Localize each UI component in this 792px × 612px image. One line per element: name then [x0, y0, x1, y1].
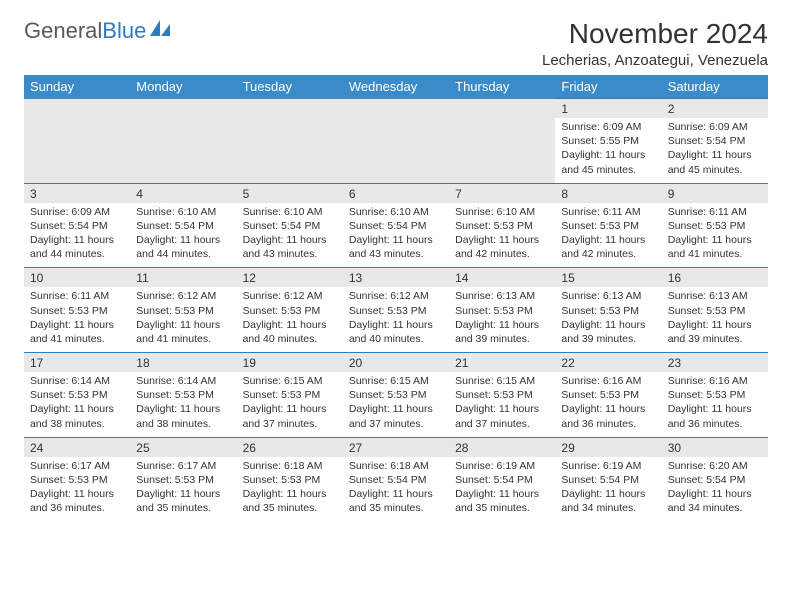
logo-text-part1: General	[24, 18, 102, 44]
day-number-cell: 4	[130, 183, 236, 203]
day-number-row: 17181920212223	[24, 353, 768, 373]
month-title: November 2024	[542, 18, 768, 50]
day-number-cell: 22	[555, 353, 661, 373]
day-detail-cell: Sunrise: 6:09 AMSunset: 5:54 PMDaylight:…	[662, 118, 768, 183]
day-detail-cell: Sunrise: 6:17 AMSunset: 5:53 PMDaylight:…	[130, 457, 236, 522]
day-number-cell: 10	[24, 268, 130, 288]
day-header: Wednesday	[343, 75, 449, 99]
day-detail-cell: Sunrise: 6:12 AMSunset: 5:53 PMDaylight:…	[130, 287, 236, 352]
day-detail-cell: Sunrise: 6:15 AMSunset: 5:53 PMDaylight:…	[237, 372, 343, 437]
day-number-cell: 6	[343, 183, 449, 203]
day-detail-cell: Sunrise: 6:10 AMSunset: 5:54 PMDaylight:…	[237, 203, 343, 268]
title-block: November 2024 Lecherias, Anzoategui, Ven…	[542, 18, 768, 69]
day-number-cell: 27	[343, 437, 449, 457]
day-number-cell	[449, 99, 555, 119]
day-detail-cell: Sunrise: 6:19 AMSunset: 5:54 PMDaylight:…	[555, 457, 661, 522]
day-detail-cell	[237, 118, 343, 183]
day-number-row: 10111213141516	[24, 268, 768, 288]
day-detail-cell: Sunrise: 6:12 AMSunset: 5:53 PMDaylight:…	[237, 287, 343, 352]
day-detail-cell: Sunrise: 6:11 AMSunset: 5:53 PMDaylight:…	[555, 203, 661, 268]
day-number-row: 12	[24, 99, 768, 119]
day-detail-cell	[343, 118, 449, 183]
day-header-row: SundayMondayTuesdayWednesdayThursdayFrid…	[24, 75, 768, 99]
logo-text-part2: Blue	[102, 18, 146, 44]
day-number-cell: 3	[24, 183, 130, 203]
day-detail-cell: Sunrise: 6:20 AMSunset: 5:54 PMDaylight:…	[662, 457, 768, 522]
day-number-cell	[237, 99, 343, 119]
day-detail-cell: Sunrise: 6:11 AMSunset: 5:53 PMDaylight:…	[662, 203, 768, 268]
day-number-cell: 16	[662, 268, 768, 288]
day-number-cell: 8	[555, 183, 661, 203]
day-header: Tuesday	[237, 75, 343, 99]
day-detail-row: Sunrise: 6:14 AMSunset: 5:53 PMDaylight:…	[24, 372, 768, 437]
day-detail-cell: Sunrise: 6:17 AMSunset: 5:53 PMDaylight:…	[24, 457, 130, 522]
day-detail-row: Sunrise: 6:11 AMSunset: 5:53 PMDaylight:…	[24, 287, 768, 352]
header: GeneralBlue November 2024 Lecherias, Anz…	[24, 18, 768, 69]
location: Lecherias, Anzoategui, Venezuela	[542, 52, 768, 69]
day-number-cell: 1	[555, 99, 661, 119]
day-number-cell: 2	[662, 99, 768, 119]
day-detail-cell: Sunrise: 6:15 AMSunset: 5:53 PMDaylight:…	[343, 372, 449, 437]
day-detail-cell: Sunrise: 6:10 AMSunset: 5:54 PMDaylight:…	[343, 203, 449, 268]
day-number-cell	[130, 99, 236, 119]
day-number-cell: 15	[555, 268, 661, 288]
day-number-cell: 5	[237, 183, 343, 203]
day-detail-cell: Sunrise: 6:11 AMSunset: 5:53 PMDaylight:…	[24, 287, 130, 352]
day-number-cell: 14	[449, 268, 555, 288]
day-number-cell: 26	[237, 437, 343, 457]
day-number-cell: 21	[449, 353, 555, 373]
day-detail-cell: Sunrise: 6:14 AMSunset: 5:53 PMDaylight:…	[130, 372, 236, 437]
day-detail-cell: Sunrise: 6:12 AMSunset: 5:53 PMDaylight:…	[343, 287, 449, 352]
day-number-cell: 20	[343, 353, 449, 373]
calendar-table: SundayMondayTuesdayWednesdayThursdayFrid…	[24, 75, 768, 521]
day-header: Monday	[130, 75, 236, 99]
calendar-body: 12 Sunrise: 6:09 AMSunset: 5:55 PMDaylig…	[24, 99, 768, 522]
day-detail-cell: Sunrise: 6:16 AMSunset: 5:53 PMDaylight:…	[662, 372, 768, 437]
day-detail-cell: Sunrise: 6:09 AMSunset: 5:55 PMDaylight:…	[555, 118, 661, 183]
day-number-cell: 29	[555, 437, 661, 457]
day-detail-cell: Sunrise: 6:13 AMSunset: 5:53 PMDaylight:…	[449, 287, 555, 352]
day-number-cell: 7	[449, 183, 555, 203]
day-number-cell: 28	[449, 437, 555, 457]
day-number-cell	[343, 99, 449, 119]
day-detail-cell	[449, 118, 555, 183]
day-detail-row: Sunrise: 6:09 AMSunset: 5:55 PMDaylight:…	[24, 118, 768, 183]
day-number-cell: 30	[662, 437, 768, 457]
day-detail-cell	[24, 118, 130, 183]
day-detail-cell: Sunrise: 6:10 AMSunset: 5:53 PMDaylight:…	[449, 203, 555, 268]
day-detail-cell: Sunrise: 6:09 AMSunset: 5:54 PMDaylight:…	[24, 203, 130, 268]
day-detail-cell: Sunrise: 6:15 AMSunset: 5:53 PMDaylight:…	[449, 372, 555, 437]
day-detail-cell: Sunrise: 6:19 AMSunset: 5:54 PMDaylight:…	[449, 457, 555, 522]
day-detail-cell: Sunrise: 6:16 AMSunset: 5:53 PMDaylight:…	[555, 372, 661, 437]
day-detail-cell: Sunrise: 6:13 AMSunset: 5:53 PMDaylight:…	[662, 287, 768, 352]
day-number-cell: 11	[130, 268, 236, 288]
day-number-cell: 19	[237, 353, 343, 373]
day-detail-cell	[130, 118, 236, 183]
day-header: Thursday	[449, 75, 555, 99]
day-detail-cell: Sunrise: 6:18 AMSunset: 5:53 PMDaylight:…	[237, 457, 343, 522]
day-detail-cell: Sunrise: 6:10 AMSunset: 5:54 PMDaylight:…	[130, 203, 236, 268]
day-detail-cell: Sunrise: 6:14 AMSunset: 5:53 PMDaylight:…	[24, 372, 130, 437]
logo-sail-icon	[148, 18, 172, 44]
day-number-cell: 12	[237, 268, 343, 288]
logo: GeneralBlue	[24, 18, 172, 44]
day-detail-cell: Sunrise: 6:13 AMSunset: 5:53 PMDaylight:…	[555, 287, 661, 352]
day-number-cell: 9	[662, 183, 768, 203]
day-number-cell: 24	[24, 437, 130, 457]
day-header: Sunday	[24, 75, 130, 99]
day-header: Saturday	[662, 75, 768, 99]
day-detail-row: Sunrise: 6:17 AMSunset: 5:53 PMDaylight:…	[24, 457, 768, 522]
day-detail-row: Sunrise: 6:09 AMSunset: 5:54 PMDaylight:…	[24, 203, 768, 268]
day-number-cell: 17	[24, 353, 130, 373]
day-number-cell: 13	[343, 268, 449, 288]
day-number-row: 3456789	[24, 183, 768, 203]
day-header: Friday	[555, 75, 661, 99]
day-number-cell: 18	[130, 353, 236, 373]
day-detail-cell: Sunrise: 6:18 AMSunset: 5:54 PMDaylight:…	[343, 457, 449, 522]
day-number-row: 24252627282930	[24, 437, 768, 457]
day-number-cell: 23	[662, 353, 768, 373]
day-number-cell: 25	[130, 437, 236, 457]
day-number-cell	[24, 99, 130, 119]
